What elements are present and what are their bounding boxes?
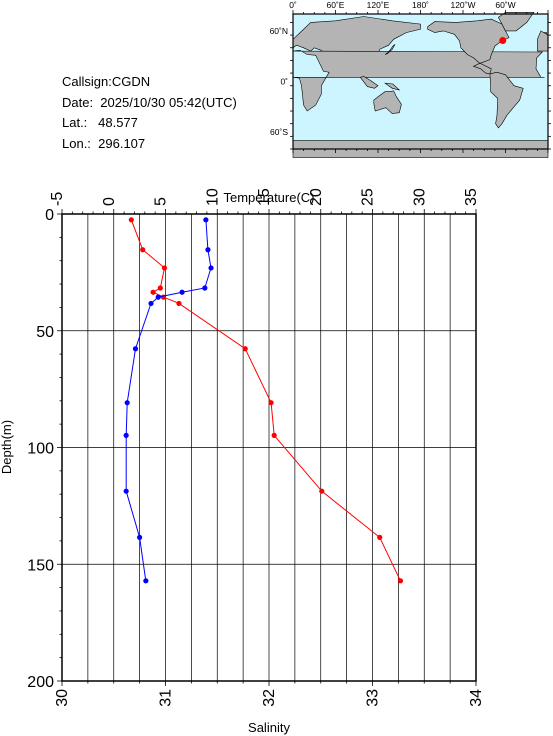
data-series bbox=[123, 217, 404, 584]
temperature-tick-label: 0 bbox=[101, 197, 118, 206]
temperature-tick-label: 25 bbox=[360, 188, 377, 206]
temperature-tick-label: -5 bbox=[49, 192, 66, 206]
salinity-point bbox=[124, 400, 130, 406]
salinity-point bbox=[205, 247, 211, 253]
depth-tick-label: 50 bbox=[36, 324, 54, 341]
temperature-point bbox=[271, 432, 277, 438]
salinity-point bbox=[143, 578, 149, 584]
map-lat-label: 0˚ bbox=[280, 77, 288, 87]
temperature-profile-line bbox=[130, 219, 401, 582]
salinity-tick-label: 34 bbox=[468, 689, 485, 707]
salinity-point bbox=[137, 534, 143, 540]
land-mass bbox=[427, 18, 510, 75]
salinity-profile-line bbox=[125, 219, 212, 581]
station-info: Callsign:CGDN Date: 2025/10/30 05:42(UTC… bbox=[62, 72, 237, 154]
depth-tick-label: 150 bbox=[27, 557, 54, 574]
land-mass bbox=[359, 76, 379, 89]
salinity-axis-title: Salinity bbox=[248, 720, 290, 735]
map-frame bbox=[292, 13, 549, 150]
depth-tick-label: 0 bbox=[45, 207, 54, 224]
salinity-tick-label: 32 bbox=[261, 689, 278, 707]
temperature-tick-label: 20 bbox=[308, 188, 325, 206]
land-mass bbox=[384, 82, 401, 91]
land-mass bbox=[537, 30, 549, 52]
map-land bbox=[292, 12, 549, 158]
map-lon-label: 60˚E bbox=[327, 0, 345, 10]
map-lon-label: 60˚W bbox=[495, 0, 515, 10]
callsign-text: Callsign:CGDN bbox=[62, 74, 151, 89]
date-text: Date: 2025/10/30 05:42(UTC) bbox=[62, 94, 237, 110]
salinity-point bbox=[179, 289, 185, 295]
salinity-point bbox=[203, 217, 209, 223]
temperature-tick-label: 30 bbox=[411, 188, 428, 206]
temperature-point bbox=[161, 265, 168, 271]
axis-ticks bbox=[57, 209, 477, 686]
temperature-tick-label: 5 bbox=[153, 197, 170, 206]
temperature-tick-label: 10 bbox=[204, 188, 221, 206]
land-mass bbox=[498, 12, 535, 32]
salinity-point bbox=[202, 285, 208, 291]
map-lon-label: 120˚E bbox=[367, 0, 390, 10]
map-lon-label: 180˚ bbox=[412, 0, 429, 10]
temperature-point bbox=[157, 285, 163, 291]
chart-grid bbox=[61, 213, 477, 682]
land-mass bbox=[384, 44, 396, 55]
depth-tick-label: 100 bbox=[27, 441, 54, 458]
temperature-point bbox=[128, 217, 134, 223]
temperature-point bbox=[319, 488, 325, 494]
map-lon-label: 0˚ bbox=[289, 0, 297, 10]
map-lat-label: 60˚S bbox=[270, 127, 288, 137]
salinity-point bbox=[148, 300, 154, 307]
salinity-tick-label: 33 bbox=[365, 689, 382, 707]
world-map: 0˚ 60˚E 120˚E 180˚ 120˚W 60˚W 60˚N 0˚ 60˚S bbox=[270, 0, 551, 158]
salinity-point bbox=[155, 294, 161, 300]
salinity-tick-label: 31 bbox=[158, 689, 175, 707]
depth-tick-label: 200 bbox=[27, 674, 54, 691]
map-lon-label: 120˚W bbox=[450, 0, 475, 10]
temperature-axis-title: Temperature(C) bbox=[223, 190, 314, 205]
map-tick-labels: 0˚ 60˚E 120˚E 180˚ 120˚W 60˚W 60˚N 0˚ 60˚S bbox=[270, 0, 516, 137]
temperature-point bbox=[397, 578, 404, 584]
land-mass bbox=[373, 90, 402, 114]
temperature-tick-label: 15 bbox=[256, 188, 273, 206]
salinity-point bbox=[132, 346, 139, 352]
station-marker bbox=[499, 37, 507, 45]
salinity-point bbox=[123, 488, 129, 494]
land-mass bbox=[489, 71, 524, 129]
temperature-point bbox=[150, 289, 156, 295]
temperature-point bbox=[268, 400, 274, 406]
map-lat-label: 60˚N bbox=[270, 26, 288, 36]
salinity-point bbox=[123, 432, 129, 438]
salinity-point bbox=[208, 265, 214, 271]
temperature-point bbox=[242, 346, 248, 352]
depth-axis-title: Depth(m) bbox=[0, 420, 14, 474]
temperature-point bbox=[176, 300, 182, 307]
temperature-point bbox=[140, 247, 146, 253]
salinity-tick-label: 30 bbox=[54, 689, 71, 707]
temperature-tick-label: 35 bbox=[463, 188, 480, 206]
longitude-text: Lon.: 296.107 bbox=[62, 135, 146, 151]
latitude-text: Lat.: 48.577 bbox=[62, 115, 138, 130]
temperature-point bbox=[377, 534, 383, 540]
